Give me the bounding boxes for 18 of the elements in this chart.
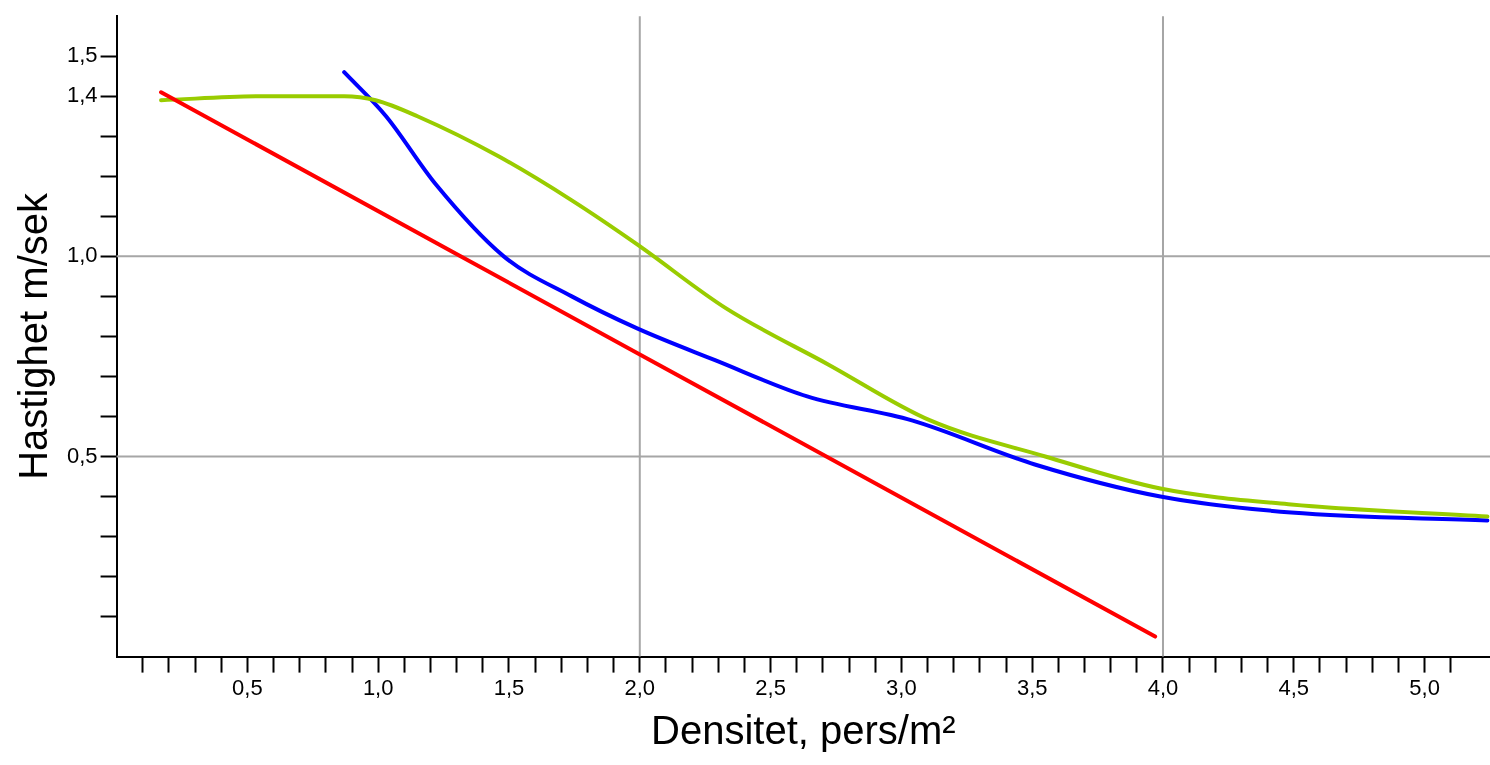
line-series — [342, 70, 1490, 523]
y-tick-label: 1,5 — [66, 42, 98, 68]
x-tick-label: 3,5 — [1016, 674, 1048, 700]
x-tick-label: 2,5 — [755, 674, 786, 700]
line-series — [159, 94, 1490, 519]
x-tick-label: 1,0 — [362, 674, 394, 700]
x-tick-label: 1,5 — [493, 674, 525, 700]
x-tick-label: 3,0 — [886, 674, 917, 700]
x-tick-label: 4,0 — [1147, 674, 1179, 700]
x-tick-label: 2,0 — [624, 674, 656, 700]
y-tick-label: 1,0 — [66, 242, 98, 268]
x-tick-label: 4,5 — [1278, 674, 1310, 700]
y-tick-label: 0,5 — [66, 442, 98, 468]
x-tick-label: 0,5 — [232, 674, 263, 700]
y-axis-title: Hastighet m/sek — [11, 192, 56, 480]
y-tick-label: 1,4 — [66, 82, 98, 108]
x-tick-label: 5,0 — [1409, 674, 1440, 700]
x-axis-title: Densitet, pers/m² — [651, 708, 956, 753]
